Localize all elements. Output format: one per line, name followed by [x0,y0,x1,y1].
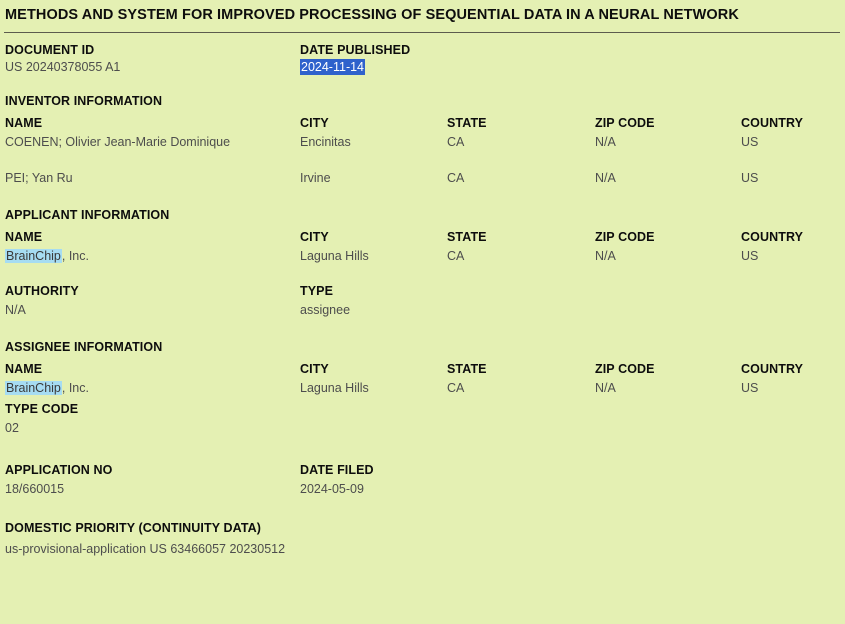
inventor-city: Irvine [300,171,331,185]
document-id-value: US 20240378055 A1 [5,60,121,74]
assignee-col-zip-code: ZIP CODE [595,362,655,376]
applicant-authority-labels-row: AUTHORITY TYPE [5,282,840,301]
application-no-label: APPLICATION NO [5,463,113,477]
document-id-label: DOCUMENT ID [5,43,95,57]
applicant-col-country: COUNTRY [741,230,804,244]
applicant-city: Laguna Hills [300,249,369,263]
inventor-col-city: CITY [300,116,329,130]
inventor-state: CA [447,171,465,185]
inventor-col-name: NAME [5,116,43,130]
inventor-header-row: NAME CITY STATE ZIP CODE COUNTRY [5,114,840,133]
assignee-type-code-label-row: TYPE CODE [5,400,840,419]
date-filed-label: DATE FILED [300,463,374,477]
assignee-col-city: CITY [300,362,329,376]
applicant-col-zip-code: ZIP CODE [595,230,655,244]
applicant-name-suffix: , Inc. [61,249,89,263]
title-divider [4,32,840,33]
type-code-value: 02 [5,421,19,435]
assignee-zip-code: N/A [595,381,616,395]
assignee-col-state: STATE [447,362,487,376]
applicant-information-heading: APPLICANT INFORMATION [5,208,170,222]
application-labels-row: APPLICATION NO DATE FILED [5,461,840,480]
inventor-information-section: INVENTOR INFORMATION NAME CITY STATE ZIP… [0,79,845,189]
applicant-col-city: CITY [300,230,329,244]
inventor-col-state: STATE [447,116,487,130]
application-values-row: 18/660015 2024-05-09 [5,480,840,500]
applicant-col-state: STATE [447,230,487,244]
applicant-information-section: APPLICANT INFORMATION NAME CITY STATE ZI… [0,189,845,321]
applicant-header-row: NAME CITY STATE ZIP CODE COUNTRY [5,228,840,247]
inventor-col-zip-code: ZIP CODE [595,116,655,130]
applicant-zip-code: N/A [595,249,616,263]
inventor-information-heading: INVENTOR INFORMATION [5,94,163,108]
assignee-information-section: ASSIGNEE INFORMATION NAME CITY STATE ZIP… [0,321,845,439]
application-section: APPLICATION NO DATE FILED 18/660015 2024… [0,439,845,500]
assignee-name: BrainChip, Inc. [5,381,89,395]
date-published-label: DATE PUBLISHED [300,43,411,57]
inventor-col-country: COUNTRY [741,116,804,130]
applicant-state: CA [447,249,465,263]
applicant-authority-values-row: N/A assignee [5,301,840,321]
inventor-name: COENEN; Olivier Jean-Marie Dominique [5,135,231,149]
assignee-name-suffix: , Inc. [61,381,89,395]
identification-values-row: US 20240378055 A1 2024-11-14 [5,58,840,79]
applicant-name-match-highlight[interactable]: BrainChip [5,249,62,263]
applicant-country: US [741,249,759,263]
type-code-label: TYPE CODE [5,402,79,416]
assignee-city: Laguna Hills [300,381,369,395]
inventor-country: US [741,171,759,185]
applicant-type-label: TYPE [300,284,334,298]
assignee-information-heading: ASSIGNEE INFORMATION [5,340,163,354]
inventor-zip-code: N/A [595,171,616,185]
assignee-country: US [741,381,759,395]
assignee-col-country: COUNTRY [741,362,804,376]
identification-labels-row: DOCUMENT ID DATE PUBLISHED [5,41,840,58]
date-published-value[interactable]: 2024-11-14 [300,59,366,75]
assignee-header-row: NAME CITY STATE ZIP CODE COUNTRY [5,360,840,379]
inventor-city: Encinitas [300,135,351,149]
inventor-zip-code: N/A [595,135,616,149]
identification-section: DOCUMENT ID DATE PUBLISHED US 2024037805… [0,33,845,79]
inventor-country: US [741,135,759,149]
application-no-value: 18/660015 [5,482,65,496]
domestic-priority-entry: us-provisional-application US 63466057 2… [5,542,286,556]
authority-value: N/A [5,303,26,317]
authority-label: AUTHORITY [5,284,79,298]
applicant-col-name: NAME [5,230,43,244]
domestic-priority-section: DOMESTIC PRIORITY (CONTINUITY DATA) us-p… [0,500,845,558]
inventor-name: PEI; Yan Ru [5,171,73,185]
assignee-type-code-value-row: 02 [5,419,840,439]
applicant-type-value: assignee [300,303,351,317]
table-row: PEI; Yan Ru Irvine CA N/A US [5,169,840,189]
table-row: COENEN; Olivier Jean-Marie Dominique Enc… [5,133,840,169]
domestic-priority-heading: DOMESTIC PRIORITY (CONTINUITY DATA) [5,521,262,535]
table-row: BrainChip, Inc. Laguna Hills CA N/A US [5,247,840,268]
inventor-state: CA [447,135,465,149]
date-filed-value: 2024-05-09 [300,482,364,496]
applicant-name: BrainChip, Inc. [5,249,89,263]
assignee-col-name: NAME [5,362,43,376]
assignee-name-match-highlight[interactable]: BrainChip [5,381,62,395]
table-row: BrainChip, Inc. Laguna Hills CA N/A US [5,379,840,400]
assignee-state: CA [447,381,465,395]
page-title: METHODS AND SYSTEM FOR IMPROVED PROCESSI… [5,7,739,23]
